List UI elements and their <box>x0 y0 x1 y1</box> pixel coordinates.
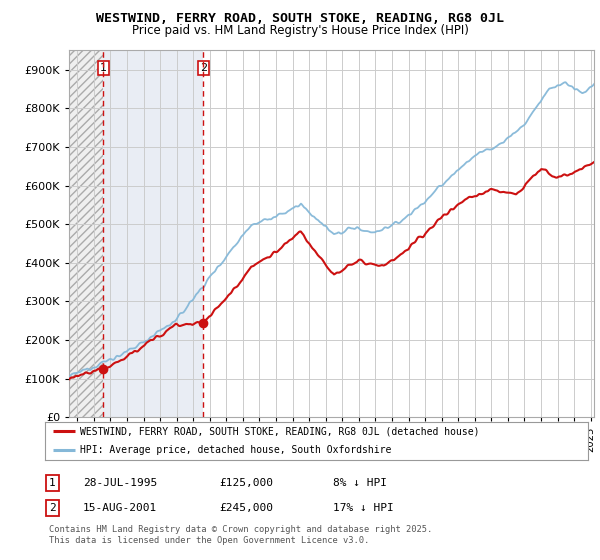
Text: 2: 2 <box>49 503 56 513</box>
Text: 1: 1 <box>49 478 56 488</box>
Text: HPI: Average price, detached house, South Oxfordshire: HPI: Average price, detached house, Sout… <box>80 445 392 455</box>
Text: WESTWIND, FERRY ROAD, SOUTH STOKE, READING, RG8 0JL: WESTWIND, FERRY ROAD, SOUTH STOKE, READI… <box>96 12 504 25</box>
Text: £125,000: £125,000 <box>219 478 273 488</box>
Text: 17% ↓ HPI: 17% ↓ HPI <box>333 503 394 513</box>
Text: £245,000: £245,000 <box>219 503 273 513</box>
Text: 28-JUL-1995: 28-JUL-1995 <box>83 478 157 488</box>
Text: Price paid vs. HM Land Registry's House Price Index (HPI): Price paid vs. HM Land Registry's House … <box>131 24 469 36</box>
Text: Contains HM Land Registry data © Crown copyright and database right 2025.
This d: Contains HM Land Registry data © Crown c… <box>49 525 433 545</box>
Text: 8% ↓ HPI: 8% ↓ HPI <box>333 478 387 488</box>
Text: WESTWIND, FERRY ROAD, SOUTH STOKE, READING, RG8 0JL (detached house): WESTWIND, FERRY ROAD, SOUTH STOKE, READI… <box>80 426 480 436</box>
Bar <box>69 50 103 417</box>
Text: 1: 1 <box>100 63 107 73</box>
Text: 15-AUG-2001: 15-AUG-2001 <box>83 503 157 513</box>
Bar <box>103 50 203 417</box>
Text: 2: 2 <box>200 63 207 73</box>
